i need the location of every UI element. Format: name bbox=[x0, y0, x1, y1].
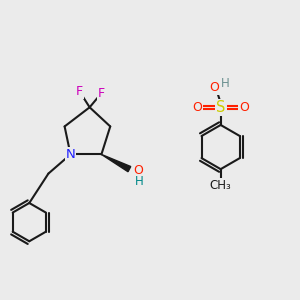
Text: O: O bbox=[192, 101, 202, 114]
Text: S: S bbox=[216, 100, 225, 115]
Text: F: F bbox=[76, 85, 83, 98]
Polygon shape bbox=[101, 154, 131, 172]
Text: CH₃: CH₃ bbox=[210, 179, 232, 192]
Text: N: N bbox=[66, 148, 75, 161]
Text: H: H bbox=[134, 175, 143, 188]
Text: F: F bbox=[98, 87, 105, 100]
Text: O: O bbox=[133, 164, 143, 177]
Text: O: O bbox=[239, 101, 249, 114]
Text: H: H bbox=[221, 77, 230, 90]
Text: O: O bbox=[209, 81, 219, 94]
